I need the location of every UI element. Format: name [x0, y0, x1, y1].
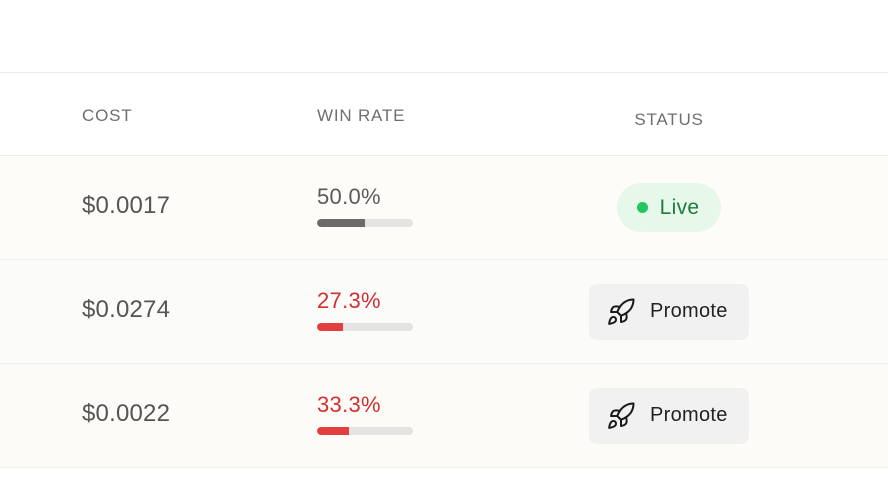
- win-rate-bar-fill: [317, 323, 344, 331]
- win-rate-bar-fill: [317, 427, 349, 435]
- win-rate-bar: [317, 427, 413, 435]
- rocket-icon: [606, 401, 636, 431]
- column-header-status[interactable]: STATUS: [634, 110, 704, 129]
- cost-cell: $0.0017: [82, 192, 171, 219]
- win-rate-cell: 33.3%: [317, 392, 413, 435]
- win-rate-value: 33.3%: [317, 392, 381, 417]
- live-dot-icon: [636, 202, 648, 213]
- column-header-cost[interactable]: COST: [82, 106, 133, 125]
- status-cell: Promote: [569, 260, 769, 363]
- table-row: $0.0022 33.3% Promote: [0, 364, 888, 468]
- table-row: $0.0274 27.3% Promote: [0, 260, 888, 364]
- status-cell: Live: [569, 156, 769, 259]
- cost-cell: $0.0022: [82, 400, 171, 427]
- status-cell: Promote: [569, 364, 769, 467]
- cost-cell: $0.0274: [82, 296, 171, 323]
- win-rate-cell: 27.3%: [317, 288, 413, 331]
- win-rate-cell: 50.0%: [317, 184, 413, 227]
- promote-button[interactable]: Promote: [589, 283, 749, 340]
- promote-button-label: Promote: [650, 300, 728, 322]
- live-status-badge: Live: [616, 183, 722, 232]
- rocket-icon: [606, 297, 636, 327]
- win-rate-bar-fill: [317, 219, 365, 227]
- win-rate-bar: [317, 219, 413, 227]
- live-status-label: Live: [659, 195, 700, 219]
- promote-button[interactable]: Promote: [589, 387, 749, 444]
- table-header: COST WIN RATE STATUS: [0, 72, 888, 156]
- models-table: COST WIN RATE STATUS $0.0017 50.0% Live …: [0, 72, 888, 468]
- promote-button-label: Promote: [650, 404, 728, 426]
- win-rate-bar: [317, 323, 413, 331]
- win-rate-value: 50.0%: [317, 184, 381, 209]
- win-rate-value: 27.3%: [317, 288, 381, 313]
- table-row: $0.0017 50.0% Live: [0, 156, 888, 260]
- column-header-win-rate[interactable]: WIN RATE: [317, 106, 406, 125]
